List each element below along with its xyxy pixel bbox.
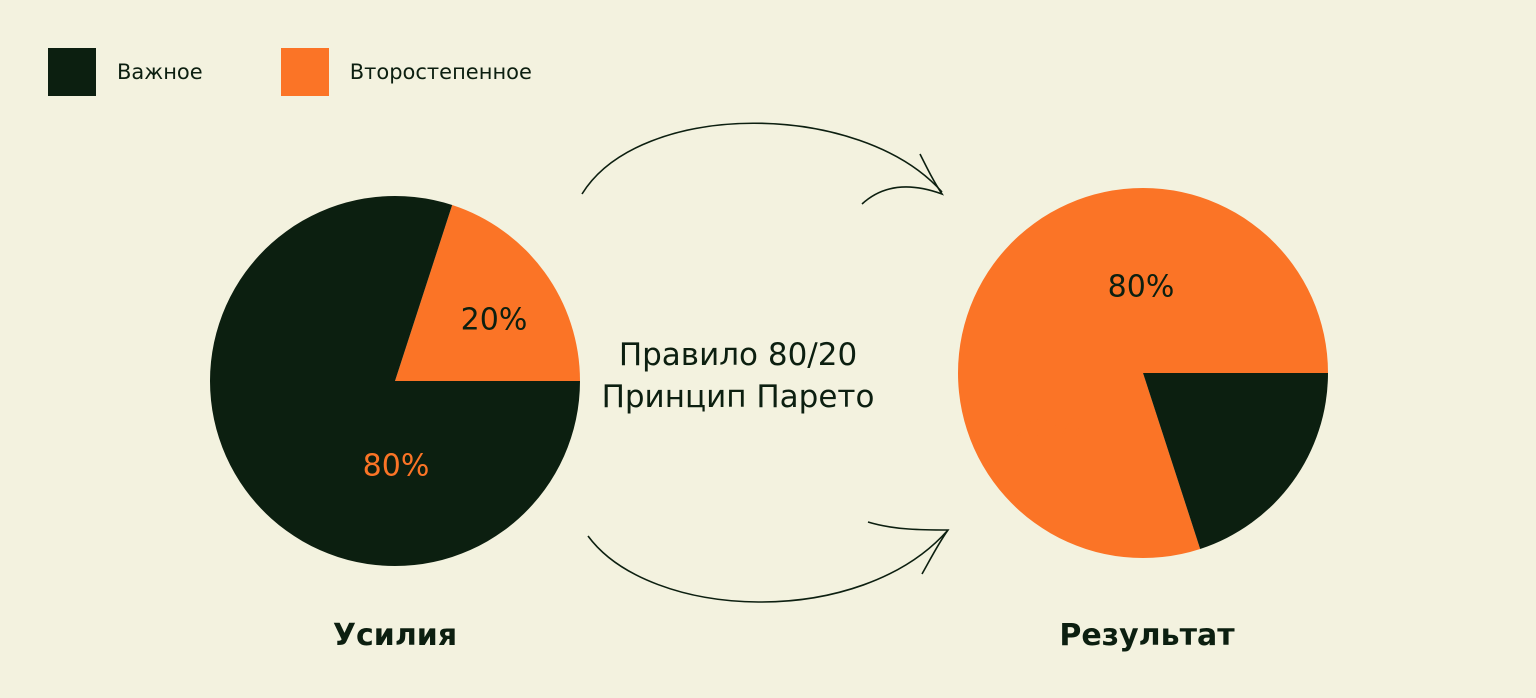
pie-efforts-slice-label-0: 20% bbox=[461, 303, 528, 338]
pie-efforts: 20% 80% bbox=[210, 196, 580, 566]
legend-swatch-important bbox=[48, 48, 96, 96]
legend-label-important: Важное bbox=[117, 60, 203, 84]
center-title: Правило 80/20 Принцип Парето bbox=[568, 334, 908, 418]
arrow-top-head bbox=[861, 153, 945, 205]
center-title-line1: Правило 80/20 bbox=[618, 337, 858, 373]
pie-results-slice-label-0: 80% bbox=[1108, 270, 1175, 305]
legend-item-important: Важное bbox=[48, 48, 203, 96]
legend-swatch-secondary bbox=[280, 48, 329, 96]
center-title-line2: Принцип Парето bbox=[601, 379, 875, 415]
arrow-bottom-curve bbox=[587, 529, 949, 603]
legend-item-secondary: Второстепенное bbox=[280, 48, 532, 96]
pie-results-slice-label-1: 20% bbox=[1015, 412, 1082, 447]
caption-efforts: Усилия bbox=[332, 618, 458, 653]
pie-results-slice-0 bbox=[958, 187, 1328, 558]
pie-efforts-slice-1 bbox=[210, 196, 580, 566]
arrow-bottom-head bbox=[867, 521, 950, 575]
arrow-top-curve bbox=[581, 122, 943, 195]
legend-label-secondary: Второстепенное bbox=[349, 60, 532, 84]
pie-results: 80% 20% bbox=[958, 187, 1328, 558]
pie-efforts-slice-0 bbox=[395, 205, 580, 381]
pie-results-slice-1 bbox=[1143, 373, 1328, 549]
pie-efforts-slice-label-1: 80% bbox=[363, 449, 430, 484]
legend: Важное Второстепенное bbox=[48, 48, 610, 96]
caption-results: Результат bbox=[1059, 618, 1235, 653]
